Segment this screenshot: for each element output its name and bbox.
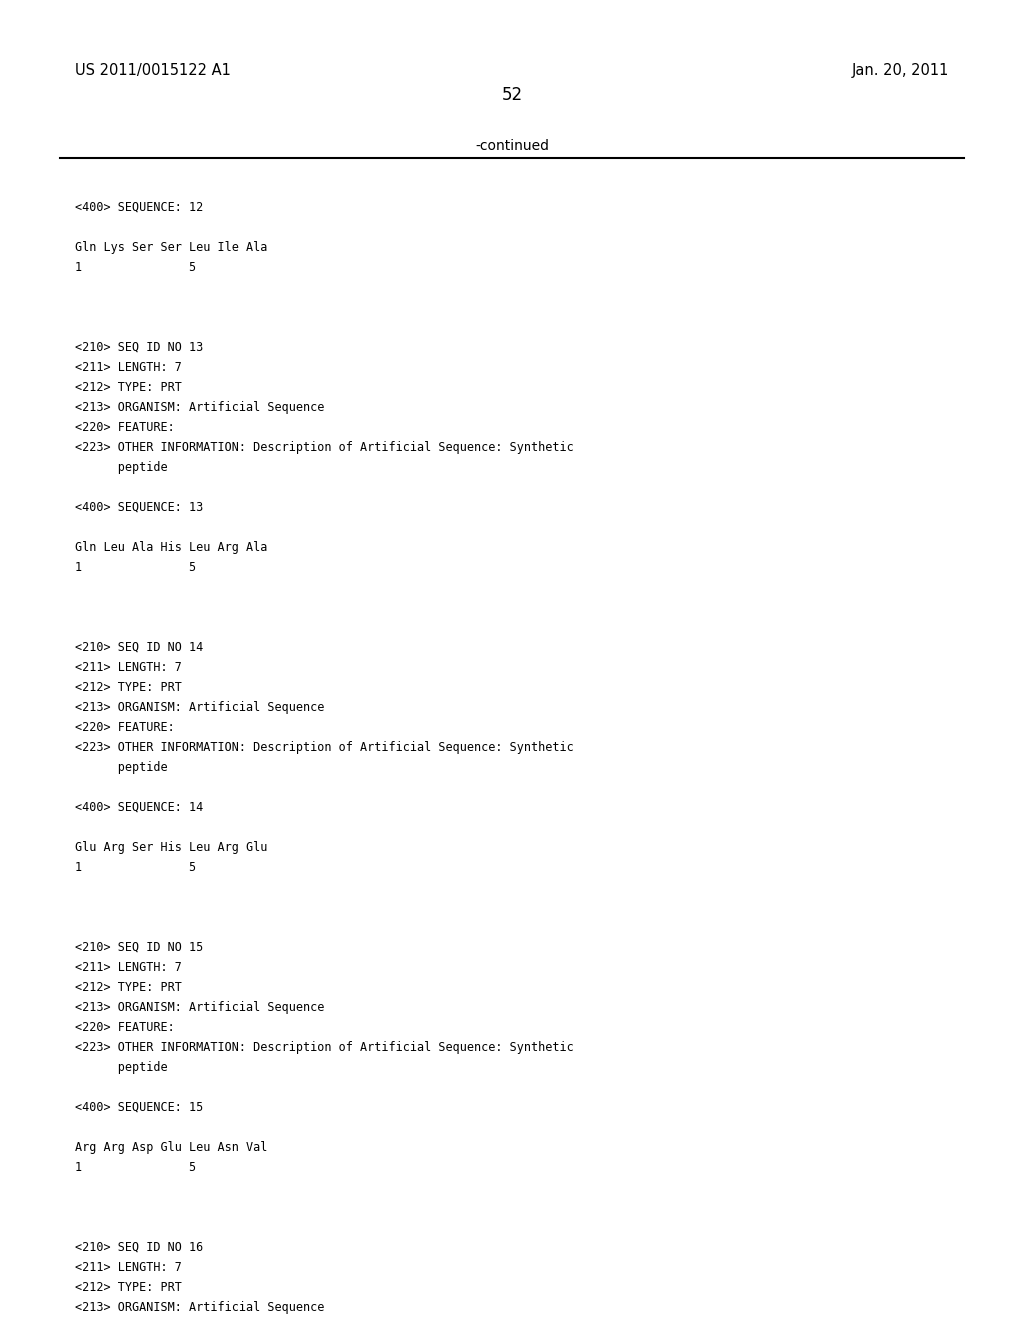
Text: peptide: peptide [75, 1060, 167, 1073]
Text: 1               5: 1 5 [75, 561, 196, 574]
Text: <223> OTHER INFORMATION: Description of Artificial Sequence: Synthetic: <223> OTHER INFORMATION: Description of … [75, 1040, 573, 1053]
Text: Glu Arg Ser His Leu Arg Glu: Glu Arg Ser His Leu Arg Glu [75, 841, 267, 854]
Text: <211> LENGTH: 7: <211> LENGTH: 7 [75, 360, 181, 374]
Text: -continued: -continued [475, 139, 549, 153]
Text: <212> TYPE: PRT: <212> TYPE: PRT [75, 681, 181, 693]
Text: 1               5: 1 5 [75, 260, 196, 273]
Text: <400> SEQUENCE: 15: <400> SEQUENCE: 15 [75, 1101, 203, 1114]
Text: 1               5: 1 5 [75, 1160, 196, 1173]
Text: <210> SEQ ID NO 15: <210> SEQ ID NO 15 [75, 941, 203, 953]
Text: <213> ORGANISM: Artificial Sequence: <213> ORGANISM: Artificial Sequence [75, 401, 325, 413]
Text: <213> ORGANISM: Artificial Sequence: <213> ORGANISM: Artificial Sequence [75, 1001, 325, 1014]
Text: <223> OTHER INFORMATION: Description of Artificial Sequence: Synthetic: <223> OTHER INFORMATION: Description of … [75, 741, 573, 754]
Text: <220> FEATURE:: <220> FEATURE: [75, 1020, 174, 1034]
Text: Gln Lys Ser Ser Leu Ile Ala: Gln Lys Ser Ser Leu Ile Ala [75, 240, 267, 253]
Text: <212> TYPE: PRT: <212> TYPE: PRT [75, 380, 181, 393]
Text: <223> OTHER INFORMATION: Description of Artificial Sequence: Synthetic: <223> OTHER INFORMATION: Description of … [75, 441, 573, 454]
Text: <220> FEATURE:: <220> FEATURE: [75, 421, 174, 433]
Text: 52: 52 [502, 86, 522, 104]
Text: <211> LENGTH: 7: <211> LENGTH: 7 [75, 660, 181, 673]
Text: <213> ORGANISM: Artificial Sequence: <213> ORGANISM: Artificial Sequence [75, 1300, 325, 1313]
Text: <211> LENGTH: 7: <211> LENGTH: 7 [75, 1261, 181, 1274]
Text: <213> ORGANISM: Artificial Sequence: <213> ORGANISM: Artificial Sequence [75, 701, 325, 714]
Text: <210> SEQ ID NO 14: <210> SEQ ID NO 14 [75, 640, 203, 653]
Text: peptide: peptide [75, 461, 167, 474]
Text: <211> LENGTH: 7: <211> LENGTH: 7 [75, 961, 181, 974]
Text: Arg Arg Asp Glu Leu Asn Val: Arg Arg Asp Glu Leu Asn Val [75, 1140, 267, 1154]
Text: <212> TYPE: PRT: <212> TYPE: PRT [75, 1280, 181, 1294]
Text: 1               5: 1 5 [75, 861, 196, 874]
Text: peptide: peptide [75, 760, 167, 774]
Text: Jan. 20, 2011: Jan. 20, 2011 [852, 63, 949, 78]
Text: US 2011/0015122 A1: US 2011/0015122 A1 [75, 63, 230, 78]
Text: <220> FEATURE:: <220> FEATURE: [75, 721, 174, 734]
Text: <400> SEQUENCE: 12: <400> SEQUENCE: 12 [75, 201, 203, 214]
Text: <210> SEQ ID NO 16: <210> SEQ ID NO 16 [75, 1241, 203, 1254]
Text: <400> SEQUENCE: 14: <400> SEQUENCE: 14 [75, 800, 203, 813]
Text: <400> SEQUENCE: 13: <400> SEQUENCE: 13 [75, 500, 203, 513]
Text: Gln Leu Ala His Leu Arg Ala: Gln Leu Ala His Leu Arg Ala [75, 541, 267, 553]
Text: <210> SEQ ID NO 13: <210> SEQ ID NO 13 [75, 341, 203, 354]
Text: <212> TYPE: PRT: <212> TYPE: PRT [75, 981, 181, 994]
